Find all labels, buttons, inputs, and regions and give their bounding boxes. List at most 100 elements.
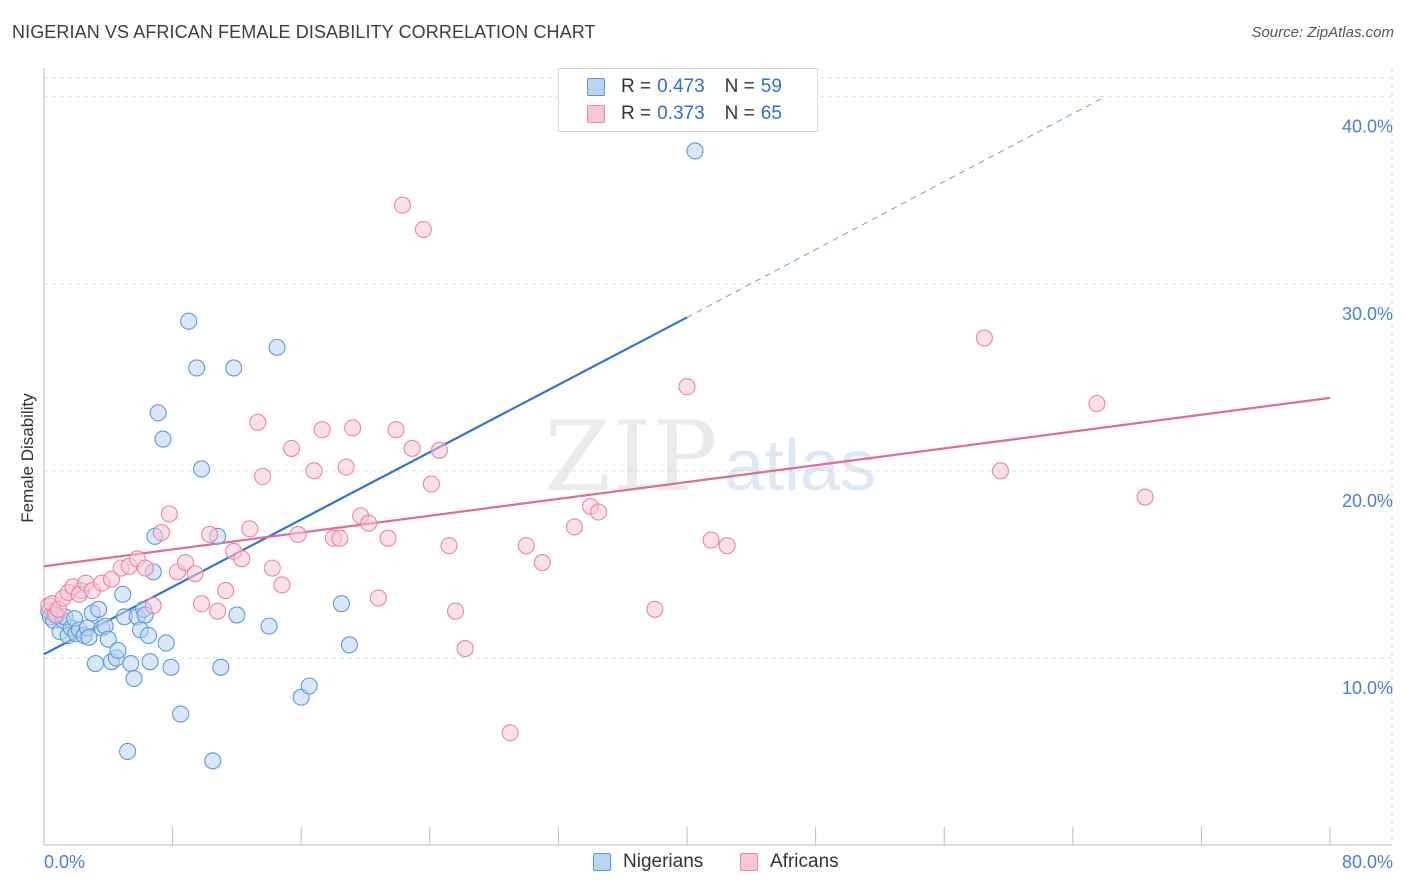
- africans-point: [678, 378, 696, 396]
- legend-row-nigerians: R = 0.473 N = 59: [587, 75, 782, 99]
- africans-point: [201, 525, 219, 544]
- africans-point: [422, 475, 440, 493]
- africans-point: [718, 537, 736, 555]
- nigerians-point: [225, 359, 243, 377]
- africans-point: [440, 537, 458, 555]
- nigerians-point: [125, 669, 143, 688]
- x-tick-label-min: 0.0%: [44, 852, 86, 872]
- africans-point: [160, 505, 178, 523]
- watermark-zip: ZIP: [544, 401, 719, 513]
- legend-label-nigerians: Nigerians: [623, 851, 704, 872]
- africans-point: [217, 582, 235, 600]
- series-legend: Nigerians Africans: [0, 851, 1406, 877]
- y-tick-label: 10.0%: [1342, 678, 1393, 698]
- africans-point: [369, 589, 387, 607]
- africans-point: [305, 462, 323, 480]
- africans-trend-line: [43, 396, 1331, 568]
- africans-point: [241, 520, 259, 538]
- africans-point: [393, 196, 412, 214]
- nigerians-point: [180, 312, 198, 330]
- y-axis-label: Female Disability: [18, 393, 37, 523]
- legend-r-value-nigerians: 0.473: [657, 76, 705, 97]
- legend-r-label: R =: [621, 103, 652, 124]
- africans-point: [533, 553, 551, 572]
- y-tick-label: 20.0%: [1342, 491, 1393, 511]
- legend-n-label: N =: [724, 76, 755, 97]
- africans-point: [565, 518, 584, 536]
- africans-point: [590, 503, 608, 521]
- africans-point: [360, 514, 378, 532]
- legend-r-label: R =: [621, 76, 652, 97]
- nigerians-trend-extension: [686, 96, 1106, 318]
- africans-point: [254, 467, 272, 486]
- africans-point: [233, 550, 251, 568]
- africans-point: [283, 439, 301, 457]
- africans-point: [289, 525, 307, 544]
- x-tick-label-max: 80.0%: [1341, 852, 1393, 872]
- nigerians-point: [90, 600, 108, 618]
- nigerians-point: [192, 460, 211, 478]
- nigerians-legend-swatch: [593, 853, 611, 871]
- africans-point: [209, 602, 227, 620]
- africans-point: [991, 462, 1010, 480]
- africans-point: [144, 596, 162, 615]
- nigerians-point: [119, 742, 137, 761]
- africans-point: [1088, 394, 1106, 413]
- nigerians-point: [300, 677, 318, 695]
- africans-point: [152, 524, 170, 542]
- y-tick-labels: 10.0% 20.0% 30.0% 40.0%: [1342, 117, 1393, 698]
- africans-point: [136, 559, 154, 577]
- africans-point: [975, 329, 993, 347]
- africans-point: [702, 531, 720, 549]
- africans-legend-swatch: [740, 853, 758, 871]
- nigerians-point: [172, 705, 190, 723]
- nigerians-point: [122, 654, 140, 673]
- nigerians-point: [212, 658, 230, 676]
- africans-point: [456, 640, 474, 658]
- nigerians-point: [141, 653, 159, 671]
- africans-point: [501, 724, 519, 742]
- nigerians-point: [157, 634, 175, 652]
- nigerians-point: [80, 628, 98, 646]
- nigerians-point: [204, 752, 222, 770]
- nigerians-swatch: [587, 78, 605, 96]
- legend-item-nigerians[interactable]: Nigerians: [593, 851, 703, 873]
- africans-point: [646, 600, 664, 618]
- africans-point: [387, 421, 405, 439]
- nigerians-point: [686, 142, 704, 160]
- nigerians-point: [149, 404, 167, 422]
- nigerians-point: [86, 654, 104, 673]
- watermark-atlas: atlas: [724, 426, 876, 506]
- legend-r-value-africans: 0.373: [657, 103, 705, 124]
- africans-point: [313, 421, 331, 439]
- africans-point: [414, 220, 432, 239]
- africans-point: [102, 570, 121, 588]
- nigerians-point: [99, 630, 117, 648]
- africans-point: [517, 537, 535, 555]
- africans-point: [192, 595, 211, 613]
- africans-point: [176, 553, 195, 572]
- legend-label-africans: Africans: [770, 851, 839, 872]
- africans-point: [337, 458, 355, 476]
- watermark-layer: ZIP atlas: [544, 401, 876, 513]
- africans-point: [273, 576, 291, 594]
- nigerians-point: [340, 636, 358, 654]
- nigerians-point: [114, 585, 132, 603]
- stats-legend: R = 0.473 N = 59 R = 0.373 N = 65: [558, 68, 818, 132]
- africans-point: [403, 439, 421, 457]
- legend-item-africans[interactable]: Africans: [740, 851, 839, 873]
- y-tick-label: 30.0%: [1342, 304, 1393, 324]
- nigerians-point: [260, 617, 278, 635]
- nigerians-point: [332, 595, 350, 613]
- nigerians-point: [154, 430, 172, 448]
- africans-point: [446, 602, 465, 620]
- africans-swatch: [587, 105, 605, 123]
- africans-point: [379, 529, 397, 547]
- africans-point: [344, 419, 362, 437]
- nigerians-point: [162, 658, 180, 676]
- nigerians-point: [109, 641, 127, 659]
- chart-source: Source: ZipAtlas.com: [1251, 24, 1394, 41]
- africans-point: [1136, 488, 1154, 506]
- axis-layer: [43, 68, 1392, 846]
